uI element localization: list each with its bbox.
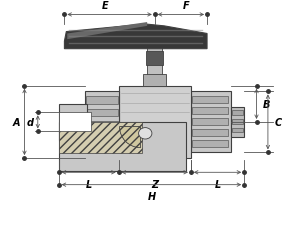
Bar <box>192 108 228 114</box>
Bar <box>143 75 166 86</box>
Wedge shape <box>120 127 140 148</box>
Bar <box>85 92 118 153</box>
Wedge shape <box>120 127 140 148</box>
Bar <box>232 111 243 116</box>
Bar <box>146 51 163 66</box>
Bar <box>192 119 228 125</box>
Bar <box>191 92 231 153</box>
Bar <box>232 119 243 124</box>
Text: Z: Z <box>151 179 158 189</box>
Text: F: F <box>182 1 189 11</box>
Bar <box>86 109 118 117</box>
Text: d: d <box>27 117 34 127</box>
Text: L: L <box>85 179 92 189</box>
Text: E: E <box>101 1 108 11</box>
Bar <box>192 140 228 147</box>
Bar <box>86 97 118 104</box>
Bar <box>59 122 186 172</box>
Polygon shape <box>64 25 207 49</box>
Bar <box>147 31 162 77</box>
Bar <box>192 129 228 136</box>
Text: C: C <box>274 117 282 127</box>
Bar <box>232 128 243 133</box>
Text: A: A <box>13 117 21 127</box>
Polygon shape <box>67 23 147 40</box>
Bar <box>86 122 118 129</box>
Bar <box>59 122 142 154</box>
Text: B: B <box>263 99 271 109</box>
Text: H: H <box>147 191 155 201</box>
Ellipse shape <box>139 128 152 140</box>
Bar <box>231 107 244 137</box>
Bar <box>118 86 191 158</box>
Bar <box>192 97 228 103</box>
Bar <box>59 113 91 132</box>
Bar <box>59 104 87 140</box>
Text: L: L <box>214 179 220 189</box>
Bar <box>86 134 118 141</box>
